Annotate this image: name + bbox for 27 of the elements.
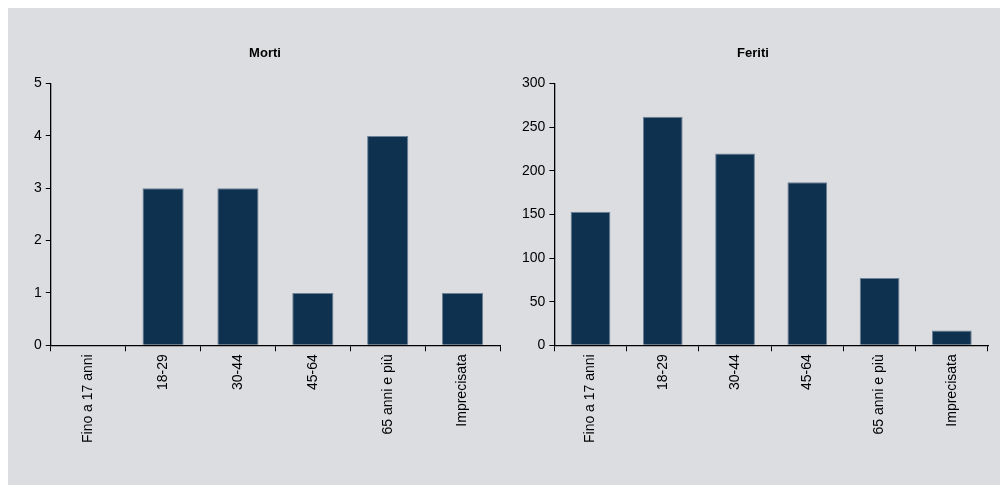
x-tick-label: 18-29 xyxy=(653,354,670,391)
y-tick-label: 0 xyxy=(33,336,42,353)
y-tick-label: 300 xyxy=(522,74,546,91)
x-tick-label: 30-44 xyxy=(725,354,742,391)
x-tick-label: 65 anni e più xyxy=(378,354,395,435)
x-tick-label: Fino a 17 anni xyxy=(581,354,598,443)
y-tick-label: 1 xyxy=(33,283,42,300)
x-tick-label: 30-44 xyxy=(228,354,245,391)
chart-title: Feriti xyxy=(737,45,769,61)
x-tick-label: 45-64 xyxy=(303,354,320,391)
x-tick-label: Fino a 17 anni xyxy=(79,354,96,443)
chart-title: Morti xyxy=(249,45,281,61)
x-tick-label: Imprecisata xyxy=(942,354,959,427)
y-tick-label: 100 xyxy=(522,248,546,265)
y-tick-label: 0 xyxy=(537,336,546,353)
y-tick-label: 50 xyxy=(529,292,546,309)
y-tick-label: 200 xyxy=(522,161,546,178)
y-tick-label: 3 xyxy=(33,179,42,196)
y-tick-label: 4 xyxy=(33,126,42,143)
x-tick-label: 45-64 xyxy=(798,354,815,391)
x-tick-label: Imprecisata xyxy=(453,354,470,427)
y-tick-label: 250 xyxy=(522,118,546,135)
x-tick-label: 65 anni e più xyxy=(870,354,887,435)
x-tick-label: 18-29 xyxy=(153,354,170,391)
y-tick-label: 150 xyxy=(522,205,546,222)
y-tick-label: 5 xyxy=(33,74,42,91)
y-tick-label: 2 xyxy=(33,231,42,248)
